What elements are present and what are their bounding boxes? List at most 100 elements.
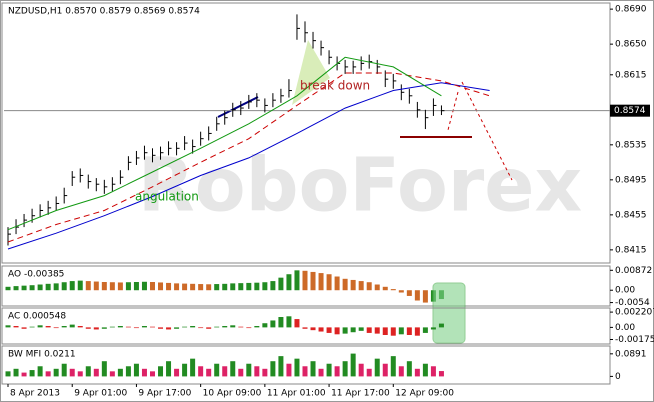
histogram-bar: [61, 326, 67, 328]
histogram-bar: [5, 325, 11, 328]
histogram-bar: [286, 274, 292, 291]
histogram-bar: [198, 284, 204, 291]
histogram-bar: [206, 368, 212, 377]
histogram-bar: [45, 283, 51, 291]
histogram-bar: [222, 283, 228, 291]
histogram-bar: [342, 278, 348, 291]
histogram-bar: [125, 326, 131, 328]
histogram-bar: [246, 282, 252, 291]
histogram-bar: [390, 289, 396, 291]
histogram-bar: [254, 282, 260, 291]
histogram-bar: [109, 371, 115, 377]
highlight-box: [432, 282, 466, 344]
price-label: 0.8574: [614, 106, 646, 116]
histogram-bar: [85, 366, 91, 377]
histogram-bar: [190, 326, 196, 328]
histogram-bar: [93, 327, 99, 330]
histogram-bar: [390, 327, 396, 336]
histogram-bar: [270, 281, 276, 291]
histogram-bar: [350, 279, 356, 291]
histogram-bar: [262, 323, 268, 328]
histogram-bar: [414, 290, 420, 301]
histogram-bar: [117, 326, 123, 328]
histogram-bar: [101, 282, 107, 291]
histogram-bar: [125, 366, 131, 377]
histogram-bar: [422, 363, 428, 377]
histogram-bar: [350, 327, 356, 333]
histogram-bar: [29, 326, 35, 328]
histogram-bar: [382, 327, 388, 335]
y-tick-label: 0.00: [615, 286, 635, 296]
histogram-bar: [141, 326, 147, 328]
histogram-bar: [230, 325, 236, 328]
histogram-bar: [374, 358, 380, 377]
histogram-bar: [390, 356, 396, 377]
chart-header: NZDUSD,H1 0.8570 0.8579 0.8569 0.8574: [8, 7, 200, 17]
histogram-bar: [149, 282, 155, 291]
watermark: RoboForex: [138, 143, 582, 229]
histogram-bar: [206, 327, 212, 329]
histogram-bar: [13, 326, 19, 328]
histogram-bar: [302, 366, 308, 377]
histogram-bar: [398, 290, 404, 293]
histogram-bar: [294, 319, 300, 328]
y-tick-label: -0.00175: [615, 335, 654, 345]
histogram-bar: [166, 361, 172, 377]
panel-title: AC 0.000548: [8, 312, 66, 322]
histogram-bar: [174, 368, 180, 377]
x-tick-label: 11 Apr 17:00: [331, 389, 390, 399]
histogram-bar: [13, 368, 19, 377]
histogram-bar: [238, 326, 244, 328]
histogram-bar: [358, 363, 364, 377]
panel: [1, 345, 611, 385]
histogram-bar: [198, 366, 204, 377]
y-tick-label: -0.0054: [615, 298, 650, 308]
histogram-bar: [326, 274, 332, 291]
histogram-bar: [366, 327, 372, 333]
histogram-bar: [246, 327, 252, 329]
x-tick-label: 9 Apr 01:00: [74, 389, 127, 399]
histogram-bar: [117, 282, 123, 291]
histogram-bar: [45, 371, 51, 377]
histogram-bar: [430, 366, 436, 377]
panel: [1, 2, 611, 264]
moving-average: [7, 72, 490, 243]
histogram-bar: [326, 327, 332, 333]
histogram-bar: [438, 323, 444, 328]
histogram-bar: [109, 326, 115, 328]
histogram-bar: [414, 327, 420, 336]
histogram-bar: [254, 366, 260, 377]
highlight: [292, 40, 330, 105]
x-tick-label: 12 Apr 09:00: [395, 389, 454, 399]
histogram-bar: [45, 326, 51, 328]
x-tick-label: 8 Apr 2013: [10, 389, 60, 399]
histogram-bar: [5, 371, 11, 377]
y-tick-label: 0.0891: [615, 349, 647, 359]
histogram-bar: [53, 368, 59, 377]
histogram-bar: [13, 286, 19, 291]
y-tick-label: 0.8615: [615, 70, 647, 80]
annotation: angulation: [135, 190, 199, 204]
histogram-bar: [438, 371, 444, 377]
y-tick-label: 0.00: [615, 323, 635, 333]
histogram-bar: [230, 283, 236, 291]
histogram-bar: [93, 368, 99, 377]
annotation: break down: [300, 79, 370, 93]
y-tick-label: 0.00872: [615, 266, 652, 276]
histogram-bar: [422, 327, 428, 333]
histogram-bar: [278, 317, 284, 328]
panel: [1, 265, 611, 307]
histogram-bar: [29, 370, 35, 377]
histogram-bar: [350, 353, 356, 377]
histogram-bar: [238, 368, 244, 377]
histogram-bar: [294, 270, 300, 291]
histogram-bar: [318, 273, 324, 291]
histogram-bar: [29, 285, 35, 291]
histogram-bar: [278, 356, 284, 377]
histogram-bar: [182, 326, 188, 328]
histogram-bar: [174, 327, 180, 329]
histogram-bar: [77, 371, 83, 377]
histogram-bar: [238, 283, 244, 291]
histogram-bar: [342, 327, 348, 334]
histogram-bar: [310, 271, 316, 291]
